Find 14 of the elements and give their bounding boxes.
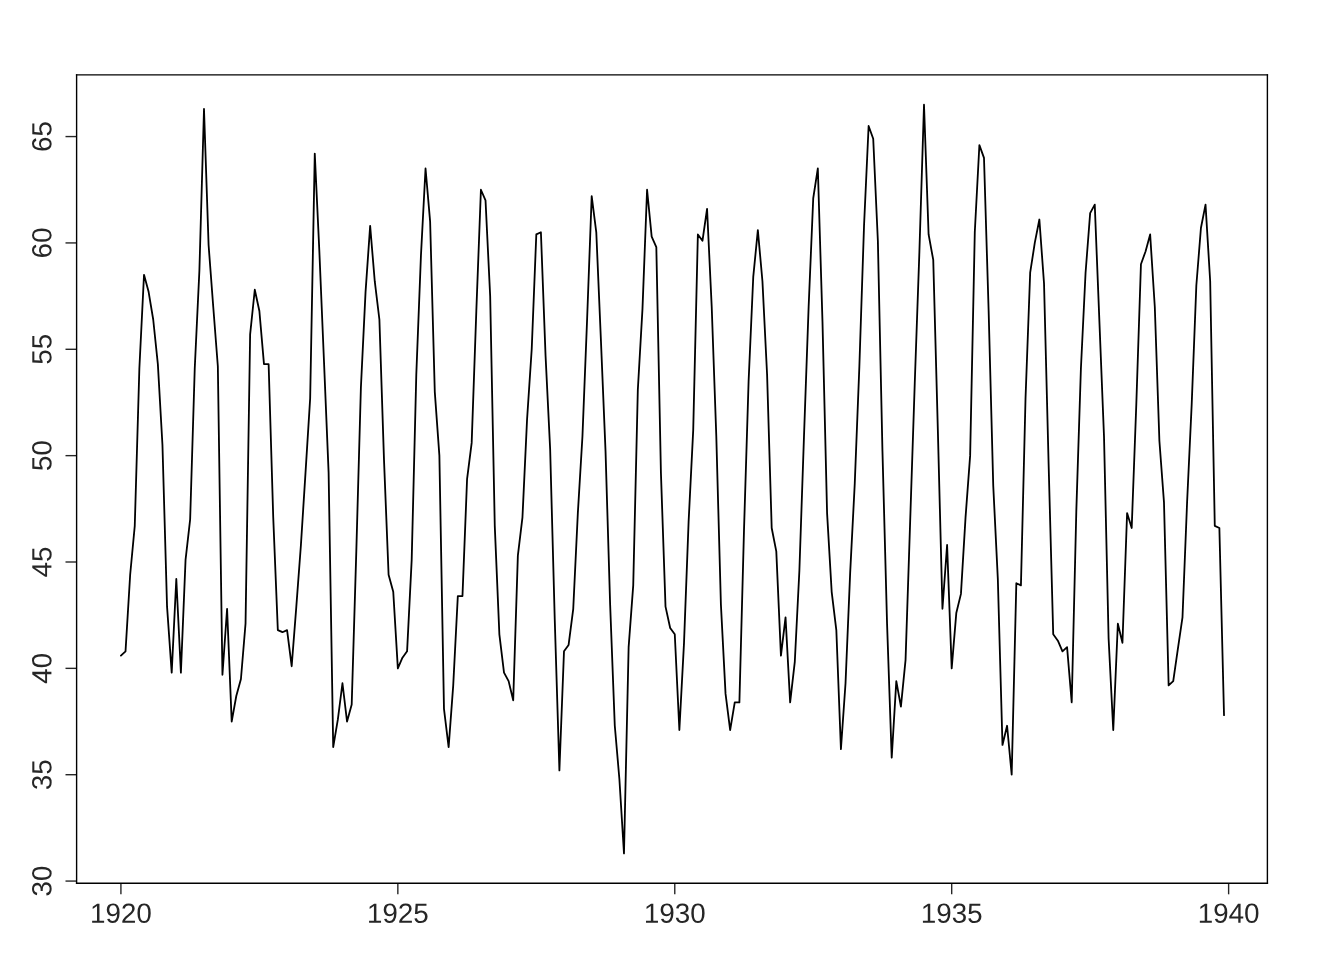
y-tick-label: 40 (32, 653, 52, 684)
y-tick-label: 65 (32, 122, 52, 151)
line-series (120, 103, 1225, 855)
y-tick-label: 30 (32, 866, 52, 896)
y-tick-label: 35 (32, 760, 52, 790)
x-tick-label: 1940 (1199, 903, 1259, 924)
y-tick-label: 45 (32, 547, 52, 577)
y-tick-label: 55 (32, 335, 52, 364)
x-tick-label: 1935 (922, 903, 982, 924)
y-tick-label: 60 (32, 228, 52, 257)
x-tick-label: 1920 (92, 903, 151, 924)
x-tick-label: 1925 (369, 903, 428, 924)
y-tick-label: 50 (32, 441, 52, 470)
x-tick-label: 1930 (645, 903, 705, 924)
